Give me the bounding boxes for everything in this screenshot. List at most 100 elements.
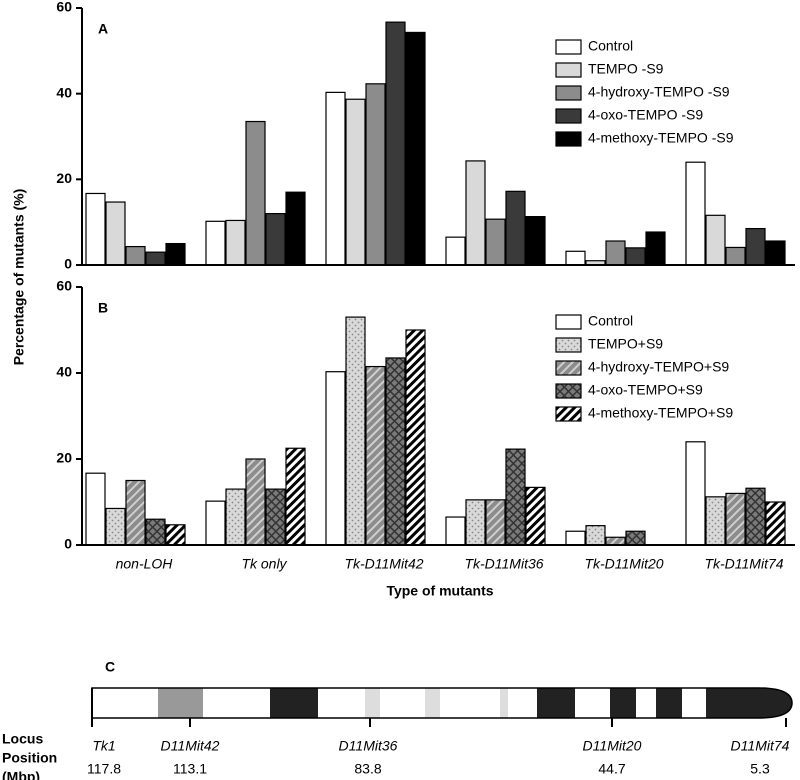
- bar: [285, 447, 306, 546]
- legend-swatch: [555, 337, 582, 353]
- bar: [565, 250, 586, 266]
- locus-position: 113.1: [173, 761, 207, 777]
- y-tick-label: 20: [56, 170, 72, 186]
- bar: [485, 218, 506, 266]
- y-tick-label: 0: [64, 536, 72, 552]
- legend-label: 4-oxo-TEMPO+S9: [588, 382, 703, 398]
- bar: [285, 191, 306, 266]
- bar: [325, 91, 346, 266]
- bar: [245, 458, 266, 546]
- panel-label: B: [98, 300, 108, 316]
- bar: [145, 251, 166, 266]
- bar: [165, 242, 186, 266]
- bar: [145, 518, 166, 546]
- legend-label: Control: [588, 38, 633, 54]
- bar: [365, 83, 386, 266]
- bar: [105, 201, 126, 266]
- bar: [125, 245, 146, 266]
- x-tick-label: Tk-D11Mit20: [584, 556, 663, 572]
- locus-position: 44.7: [598, 761, 625, 777]
- bar: [405, 329, 426, 546]
- bar: [505, 190, 526, 266]
- bar: [265, 488, 286, 546]
- legend-swatch: [555, 39, 582, 55]
- bar: [405, 31, 426, 266]
- band: [500, 688, 508, 718]
- legend-swatch: [555, 62, 582, 78]
- bar: [445, 516, 466, 546]
- row-label: (Mbp): [2, 769, 40, 780]
- bar: [485, 499, 506, 546]
- bar: [345, 98, 366, 266]
- bar: [225, 219, 246, 266]
- locus-position: 117.8: [87, 761, 121, 777]
- legend-swatch: [555, 85, 582, 101]
- bar: [245, 120, 266, 266]
- bar: [525, 486, 546, 546]
- bar: [765, 501, 786, 546]
- band: [706, 688, 792, 718]
- legend-label: 4-methoxy-TEMPO+S9: [588, 405, 733, 421]
- x-tick-label: Tk-D11Mit42: [344, 556, 423, 572]
- bar: [525, 215, 546, 266]
- y-tick-label: 60: [56, 278, 72, 294]
- legend-label: TEMPO -S9: [588, 61, 664, 77]
- bar: [345, 316, 366, 546]
- panel-label: C: [105, 659, 115, 675]
- bar: [385, 21, 406, 266]
- bar: [465, 160, 486, 266]
- band: [425, 688, 440, 718]
- bar: [585, 525, 606, 546]
- locus-name: D11Mit42: [161, 738, 220, 754]
- bar: [565, 530, 586, 546]
- legend-swatch: [555, 360, 582, 376]
- y-tick-label: 20: [56, 450, 72, 466]
- bar: [225, 488, 246, 546]
- y-tick-label: 40: [56, 364, 72, 380]
- bar: [745, 227, 766, 266]
- locus-name: D11Mit20: [583, 738, 642, 754]
- locus-name: D11Mit74: [731, 738, 790, 754]
- bar: [685, 441, 706, 546]
- bar: [385, 357, 406, 546]
- bar: [265, 213, 286, 266]
- bar: [745, 487, 766, 546]
- band: [158, 688, 203, 718]
- bar: [85, 472, 106, 546]
- row-label: Locus: [2, 731, 43, 747]
- bar: [465, 499, 486, 546]
- bar: [605, 536, 626, 546]
- bar: [705, 496, 726, 546]
- bar: [85, 192, 106, 266]
- legend-label: Control: [588, 313, 633, 329]
- bar: [685, 161, 706, 266]
- chromosome: [91, 687, 793, 727]
- band: [610, 688, 636, 718]
- bar: [365, 365, 386, 546]
- bar: [765, 240, 786, 266]
- y-tick-label: 0: [64, 256, 72, 272]
- legend-swatch: [555, 131, 582, 147]
- bar: [705, 214, 726, 266]
- locus-position: 83.8: [354, 761, 381, 777]
- locus-name: D11Mit36: [339, 738, 398, 754]
- x-tick-label: Tk-D11Mit36: [464, 556, 543, 572]
- locus-name: Tk1: [92, 738, 115, 754]
- bar: [505, 448, 526, 546]
- legend-label: 4-hydroxy-TEMPO+S9: [588, 359, 729, 375]
- bar: [105, 507, 126, 546]
- legend-swatch: [555, 406, 582, 422]
- x-axis-title: Type of mutants: [386, 583, 493, 599]
- chromosome-outline: [91, 687, 793, 719]
- bar: [445, 236, 466, 266]
- legend-label: TEMPO+S9: [588, 336, 663, 352]
- bar: [645, 231, 666, 266]
- bar: [205, 500, 226, 546]
- bar: [625, 247, 646, 266]
- x-tick-label: Tk only: [241, 556, 287, 572]
- x-tick-label: Tk-D11Mit74: [704, 556, 783, 572]
- legend-label: 4-oxo-TEMPO -S9: [588, 107, 703, 123]
- panel-label: A: [98, 21, 108, 37]
- bar: [625, 530, 646, 546]
